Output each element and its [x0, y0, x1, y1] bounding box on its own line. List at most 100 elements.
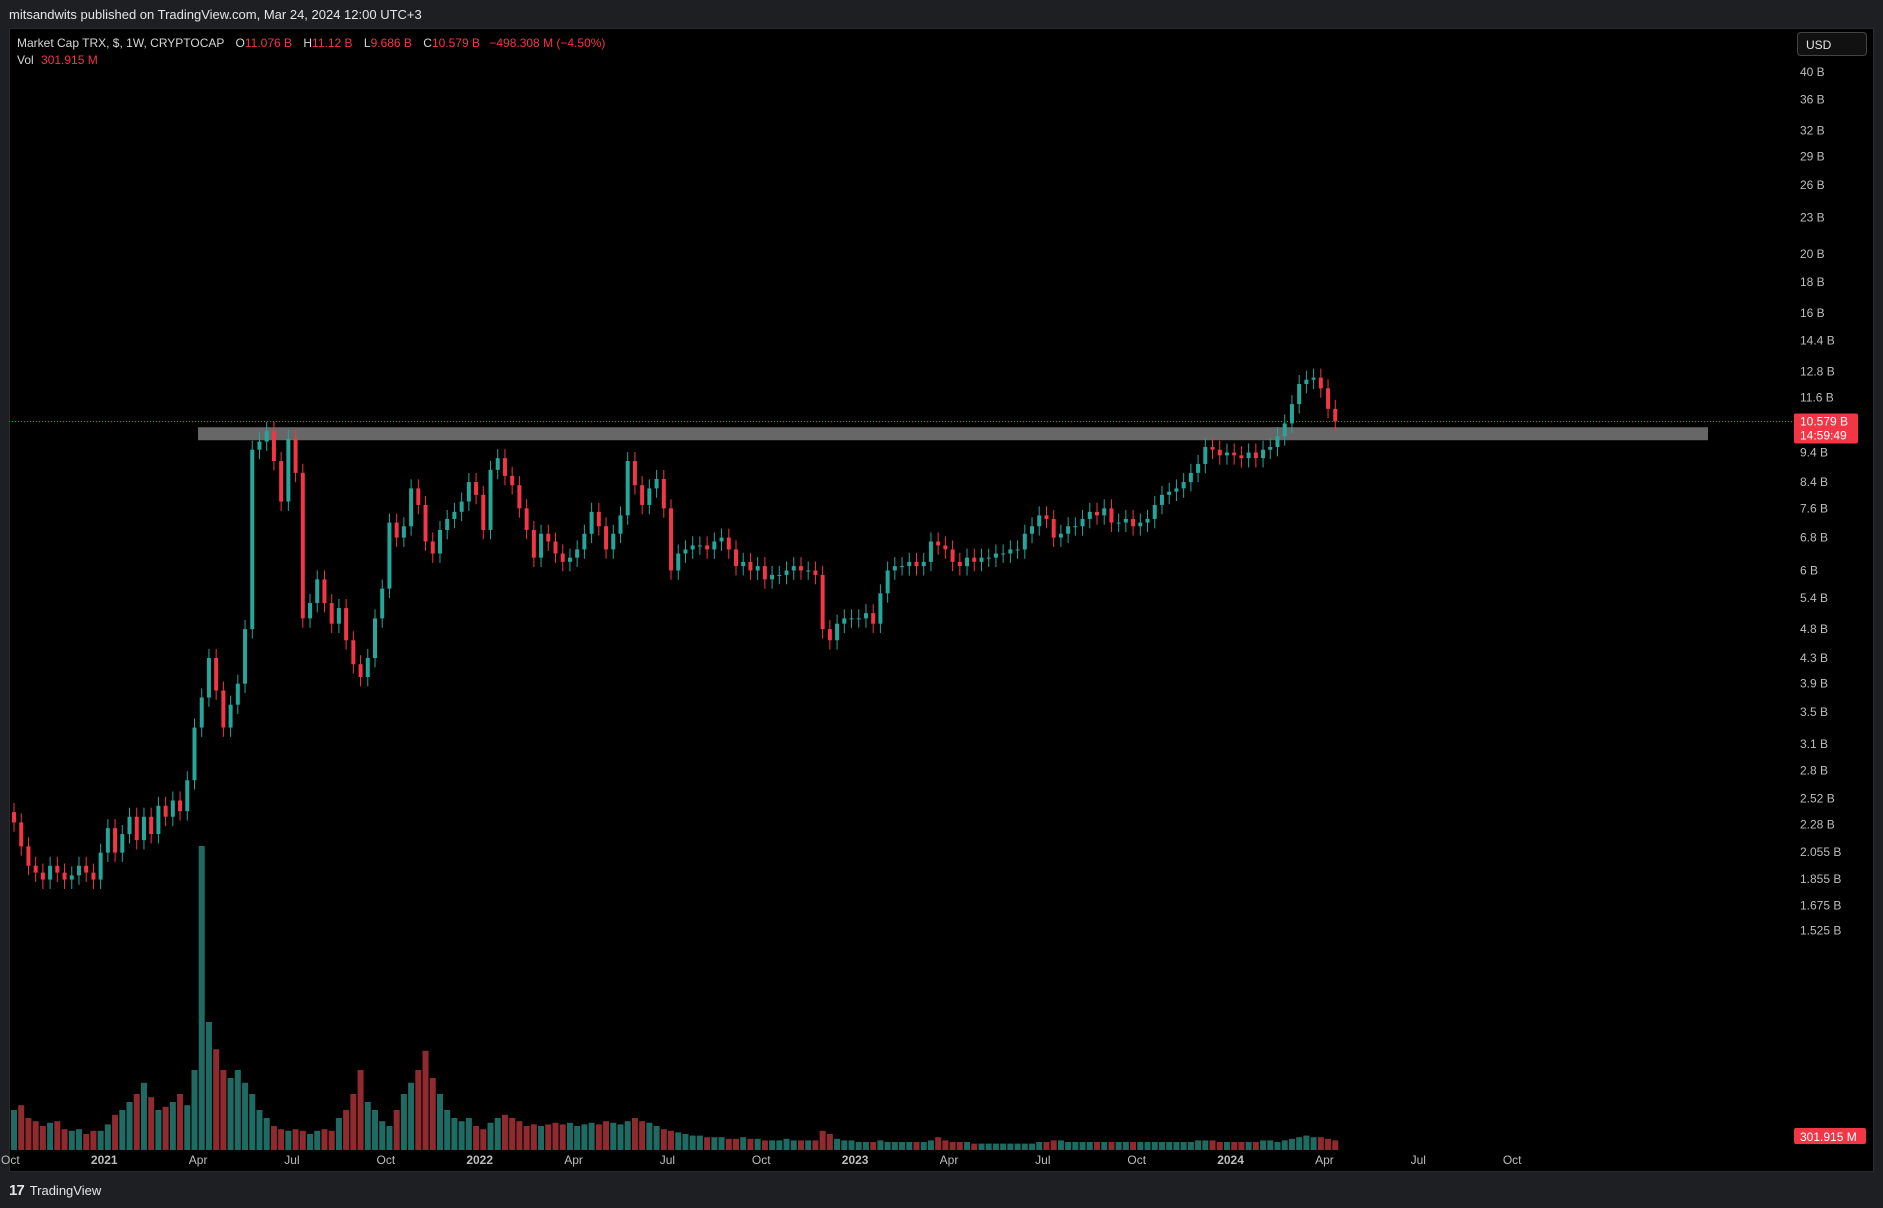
volume-bar: [501, 1114, 508, 1150]
volume-bar: [834, 1138, 841, 1150]
candle-body: [755, 566, 760, 571]
volume-bar: [588, 1122, 595, 1150]
footer: 17 TradingView: [9, 1182, 101, 1199]
time-tick-label: Apr: [564, 1153, 583, 1167]
volume-bar: [566, 1122, 573, 1150]
legend-high-value: 11.12 B: [312, 36, 353, 50]
candle-body: [1109, 508, 1114, 523]
candle-body: [1217, 449, 1222, 456]
volume-bar: [1158, 1142, 1165, 1150]
volume-bar: [516, 1121, 523, 1150]
volume-bar: [617, 1124, 624, 1150]
volume-bars-layer: [11, 846, 1339, 1150]
candle-body: [271, 431, 276, 462]
candle-body: [1181, 482, 1186, 489]
candle-body: [712, 541, 717, 550]
time-tick-label: 2022: [466, 1153, 493, 1167]
candles-layer: [12, 368, 1338, 889]
volume-bar: [660, 1129, 667, 1150]
candle-body: [907, 561, 912, 567]
volume-bar: [278, 1129, 285, 1150]
volume-bar: [112, 1114, 119, 1150]
candle-body: [250, 449, 255, 630]
candle-body: [481, 494, 486, 530]
candle-body: [185, 780, 190, 812]
candle-body: [192, 727, 197, 781]
chart-pane[interactable]: [9, 28, 1874, 1172]
candle-body: [1030, 526, 1035, 534]
candle-body: [871, 613, 876, 624]
candle-body: [48, 865, 53, 880]
price-tick-label: 5.4 B: [1800, 591, 1828, 605]
candle-body: [1268, 446, 1273, 450]
volume-bar: [1137, 1142, 1144, 1150]
candle-body: [1275, 436, 1280, 447]
volume-bar: [920, 1142, 927, 1150]
candle-body: [69, 875, 74, 880]
price-axis[interactable]: 40 B 36 B 32 B 29 B 26 B 23 B 20 B 18 B 16 B 14.4…: [1800, 65, 1841, 937]
volume-bar: [646, 1122, 653, 1150]
time-axis[interactable]: Oct 2021 Apr Jul Oct 2022 Apr Jul Oct 2023 Apr Jul O…: [1, 1153, 1522, 1167]
candle-body: [394, 522, 399, 538]
volume-bar: [978, 1143, 985, 1150]
candle-body: [156, 805, 161, 835]
volume-bar: [754, 1138, 761, 1150]
time-tick-label: Apr: [1315, 1153, 1334, 1167]
volume-bar: [191, 1070, 198, 1150]
candle-body: [315, 579, 320, 604]
candle-body: [993, 553, 998, 558]
volume-bar: [314, 1130, 321, 1150]
volume-bar: [97, 1130, 104, 1150]
candle-body: [228, 704, 233, 728]
price-tick-label: 16 B: [1800, 306, 1825, 320]
candle-body: [1008, 549, 1013, 554]
current-price-label: 10.579 B: [1800, 414, 1848, 428]
candle-body: [1073, 526, 1078, 528]
candle-body: [1152, 504, 1157, 519]
candle-body: [1145, 518, 1150, 523]
volume-bar: [1000, 1143, 1007, 1150]
volume-bar: [891, 1142, 898, 1150]
volume-bar: [299, 1130, 306, 1150]
price-tick-label: 2.055 B: [1800, 845, 1841, 859]
volume-bar: [1065, 1142, 1072, 1150]
time-tick-label: Oct: [376, 1153, 395, 1167]
volume-bar: [1267, 1140, 1274, 1150]
candle-body: [575, 549, 580, 558]
candle-body: [351, 640, 356, 665]
candle-body: [206, 657, 211, 698]
volume-bar: [444, 1110, 451, 1150]
price-tick-label: 18 B: [1800, 275, 1825, 289]
time-tick-label: Jul: [1035, 1153, 1050, 1167]
volume-bar: [790, 1140, 797, 1150]
candle-body: [409, 488, 414, 527]
candle-body: [654, 478, 659, 489]
volume-bar: [913, 1142, 920, 1150]
volume-bar: [177, 1094, 184, 1150]
volume-bar: [494, 1118, 501, 1150]
candle-body: [632, 461, 637, 486]
time-tick-label: 2024: [1217, 1153, 1244, 1167]
candle-body: [1239, 455, 1244, 459]
candle-body: [300, 472, 305, 619]
volume-bar: [776, 1140, 783, 1150]
price-tick-label: 2.8 B: [1800, 764, 1828, 778]
volume-bar: [18, 1105, 25, 1150]
volume-bar: [75, 1129, 82, 1150]
time-tick-label: Jul: [660, 1153, 675, 1167]
candle-body: [1196, 463, 1201, 473]
volume-bar: [227, 1078, 234, 1150]
volume-bar: [862, 1142, 869, 1150]
candle-body: [640, 485, 645, 505]
volume-bar: [1216, 1142, 1223, 1150]
volume-bar: [1303, 1135, 1310, 1150]
volume-bar: [523, 1126, 530, 1150]
candle-body: [589, 511, 594, 534]
candle-body: [430, 541, 435, 554]
volume-bar: [740, 1137, 747, 1150]
candle-body: [1289, 404, 1294, 424]
currency-selector-button[interactable]: USD: [1797, 32, 1867, 56]
candle-body: [791, 566, 796, 571]
candle-body: [726, 537, 731, 550]
